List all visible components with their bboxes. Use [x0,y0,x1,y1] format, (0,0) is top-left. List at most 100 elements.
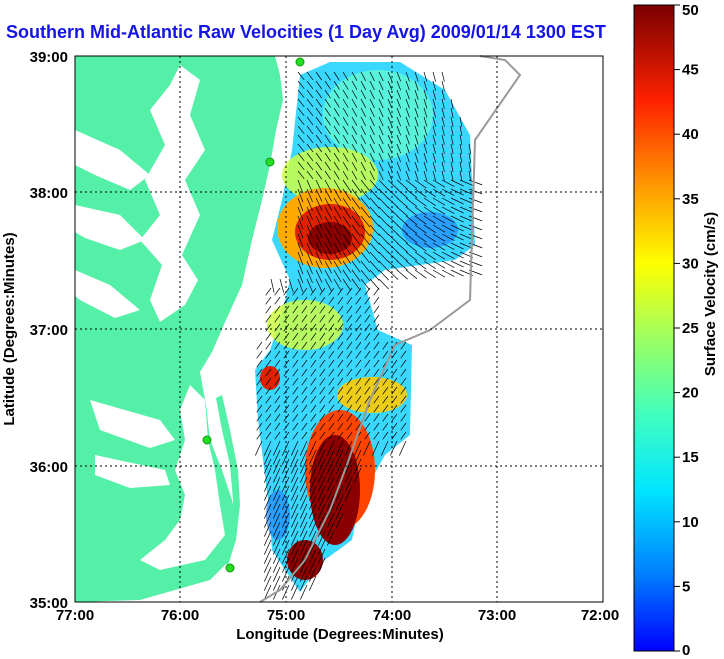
velocity-arrow [364,395,371,404]
velocity-arrow [423,224,436,233]
velocity-arrow [306,242,313,257]
velocity-arrow [450,107,454,118]
velocity-arrow [432,206,446,215]
velocity-arrow [405,80,410,91]
velocity-arrow [450,206,464,214]
velocity-arrow [450,224,464,232]
velocity-arrow [432,179,446,188]
velocity-arrow [297,152,305,162]
velocity-arrow [396,125,402,136]
velocity-arrow [292,314,299,323]
velocity-arrow [405,215,418,225]
velocity-arrow [328,377,335,386]
velocity-arrow [364,377,371,386]
velocity-arrow [318,539,326,555]
velocity-arrow [265,314,272,323]
velocity-arrow [396,233,408,244]
velocity-arrow [459,152,463,163]
velocity-arrow [273,548,281,564]
velocity-arrow [441,80,445,91]
velocity-arrow [291,557,299,573]
velocity-arrow [459,233,474,240]
velocity-arrow [360,116,366,126]
velocity-arrow [342,206,352,219]
velocity-arrow [283,314,290,323]
velocity-arrow [441,116,445,127]
velocity-arrow [291,530,299,546]
velocity-arrow [315,71,323,81]
velocity-arrow [309,566,317,582]
velocity-arrow [337,404,344,413]
velocity-arrow [342,224,352,237]
velocity-arrow [319,287,326,296]
velocity-arrow [297,134,305,144]
velocity-arrow [414,71,419,82]
velocity-arrow [354,440,362,456]
velocity-arrow [342,71,349,81]
velocity-arrow [414,98,419,109]
velocity-arrow [396,116,402,127]
velocity-arrow [351,278,361,291]
velocity-arrow [297,71,305,81]
velocity-arrow [265,386,272,395]
velocity-arrow [360,233,371,246]
velocity-arrow [345,476,353,492]
velocity-arrow [414,206,427,216]
velocity-arrow [337,323,344,332]
velocity-arrow [265,395,272,404]
velocity-arrow [405,125,410,136]
velocity-arrow [315,242,323,256]
velocity-arrow [378,233,389,245]
velocity-arrow [423,197,436,206]
velocity-arrow [327,521,335,537]
velocity-arrow [441,260,455,268]
velocity-arrow [309,548,317,564]
velocity-arrow [432,170,437,181]
velocity-arrow [333,215,342,229]
velocity-arrow [432,152,437,163]
velocity-arrow [333,242,342,256]
velocity-arrow [387,80,393,91]
velocity-arrow [405,161,410,172]
velocity-arrow [432,242,446,251]
velocity-arrow [373,350,380,359]
velocity-arrow [459,170,463,181]
colorbar-tick-label: 30 [682,255,699,272]
velocity-arrow [414,197,427,207]
velocity-arrow [450,116,454,127]
velocity-arrow [283,395,290,404]
velocity-arrow [324,143,331,153]
velocity-arrow [346,287,353,296]
velocity-arrow [324,170,331,180]
velocity-arrow [400,395,407,404]
velocity-arrow [432,251,446,260]
radar-station-marker [225,563,235,573]
velocity-arrow [405,179,418,189]
velocity-arrow [414,215,427,225]
velocity-arrow [273,485,281,501]
velocity-arrow [369,215,380,227]
velocity-arrow [333,269,342,283]
velocity-arrow [432,260,446,269]
velocity-arrow [336,458,344,474]
velocity-arrow [399,440,407,456]
velocity-arrow [387,89,393,100]
velocity-arrow [378,116,384,127]
velocity-arrow [336,449,344,465]
velocity-arrow [387,152,393,163]
velocity-arrow [324,251,332,265]
y-tick-label: 37:00 [30,322,68,339]
velocity-arrow [297,107,305,117]
velocity-arrow [301,350,308,359]
velocity-arrow [264,503,272,519]
velocity-arrow [346,359,353,368]
radar-station-marker [295,57,305,67]
velocity-arrow [396,179,408,190]
velocity-arrow [378,215,389,227]
velocity-arrow [301,332,308,341]
velocity-arrow [351,179,361,192]
velocity-arrow [360,224,371,237]
velocity-arrow [378,89,384,100]
velocity-arrow [337,422,344,431]
velocity-arrow [342,233,352,246]
